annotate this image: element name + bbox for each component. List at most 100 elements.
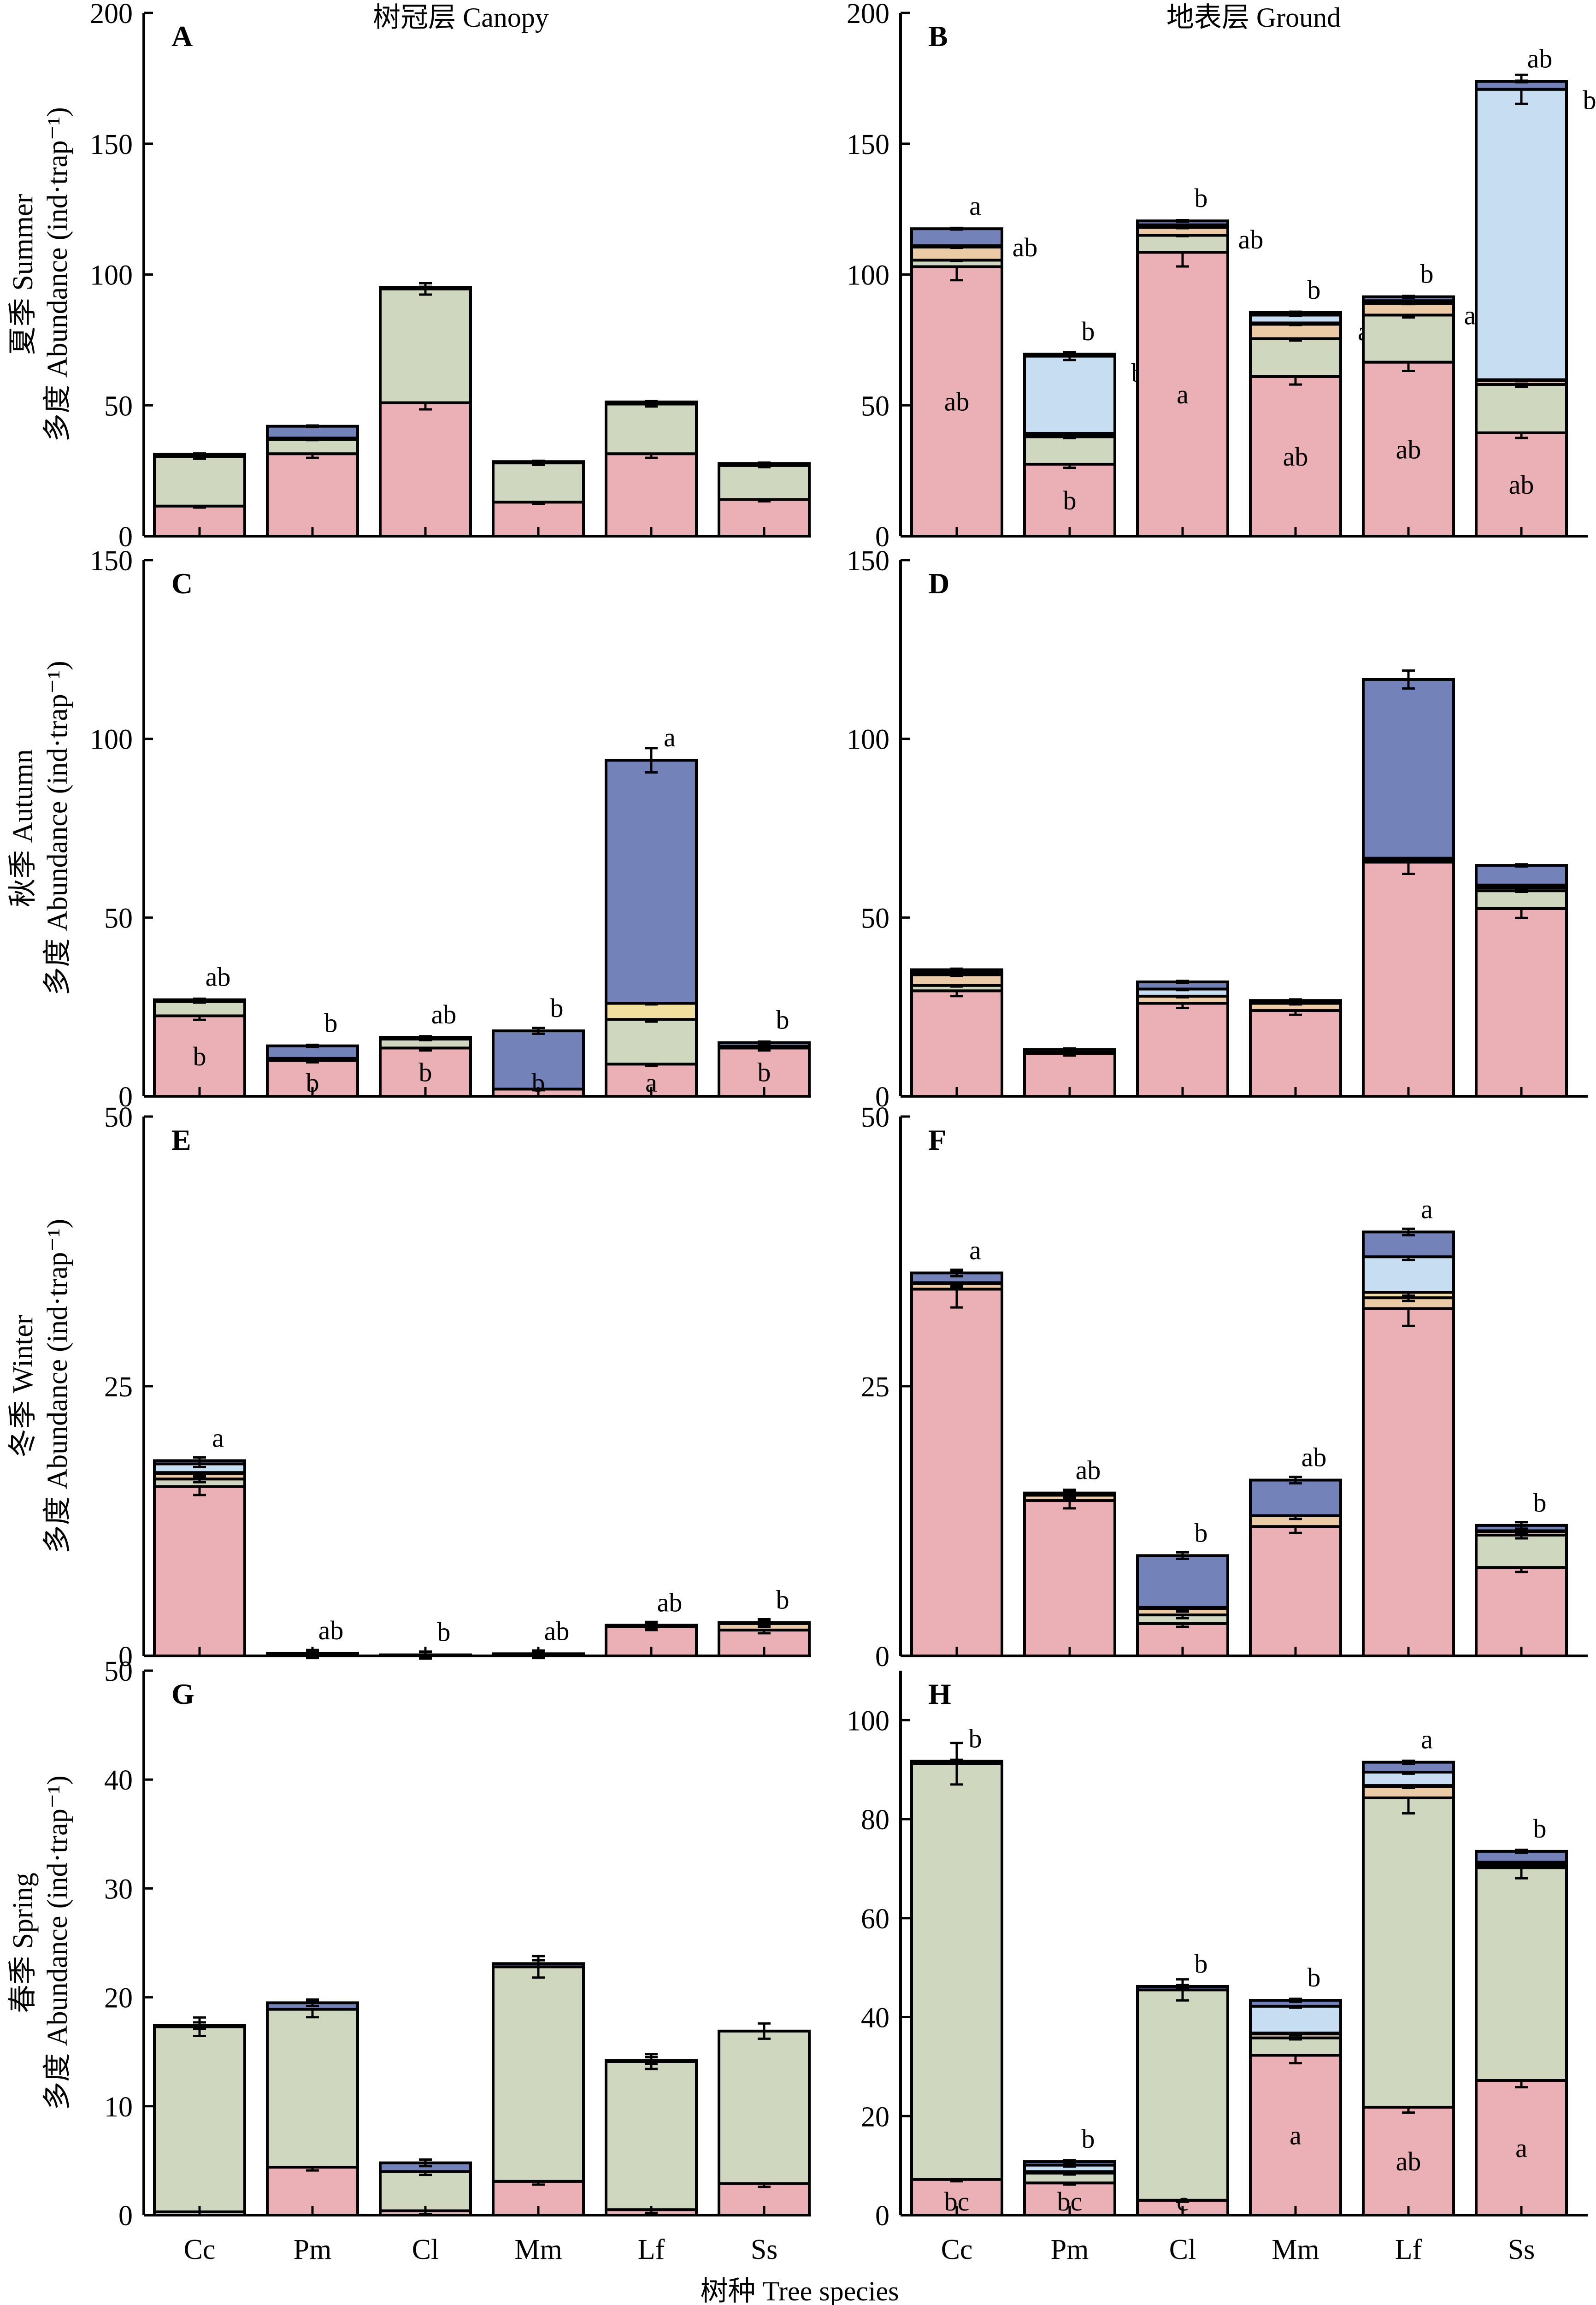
y-tick-label: 20	[861, 2101, 889, 2133]
y-tick-label: 0	[875, 1082, 889, 1113]
significance-label: b	[1533, 1488, 1547, 1518]
bar-segment-opp	[1475, 864, 1568, 887]
bar-stack-lf	[1362, 295, 1455, 538]
y-axis-season-label: 冬季 Winter	[7, 1315, 39, 1458]
bar-segment-c	[605, 1018, 698, 1066]
significance-label: a	[1421, 1194, 1433, 1224]
bar-segment-gm	[266, 452, 359, 538]
x-category-label: Cl	[1169, 2234, 1196, 2265]
x-category-label: Cc	[941, 2234, 973, 2265]
bar-segment-c	[1023, 435, 1116, 466]
significance-label: b	[1583, 85, 1596, 115]
bar-stack-cl	[379, 1035, 472, 1098]
x-category-label: Lf	[638, 2234, 665, 2265]
significance-label: bc	[944, 2187, 970, 2216]
significance-label: b	[1533, 1814, 1547, 1844]
bar-segment-c	[379, 2170, 472, 2212]
bar-segment-gm	[1023, 1499, 1116, 1658]
bar-segment-opp	[266, 425, 359, 440]
significance-label: b	[419, 1058, 432, 1087]
bar-segment-gm	[1249, 375, 1342, 538]
y-tick-label: 100	[90, 260, 133, 291]
y-tick-label: 200	[847, 0, 889, 30]
bar-segment-c	[1475, 889, 1568, 910]
column-title-ground: 地表层 Ground	[1166, 2, 1341, 33]
bar-stack-ss	[718, 461, 811, 538]
bar-segment-gm	[1362, 861, 1455, 1098]
significance-label: b	[324, 1008, 338, 1038]
x-category-label: Lf	[1395, 2234, 1422, 2265]
panel-letter: F	[928, 1123, 946, 1156]
bar-stack-pm	[266, 1998, 359, 2216]
y-tick-label: 25	[104, 1371, 133, 1403]
bar-stack-cc	[153, 997, 246, 1098]
significance-label: ab	[1509, 470, 1534, 500]
significance-label: ab	[1527, 44, 1553, 74]
bar-stack-cc	[153, 2016, 246, 2217]
bar-segment-gm	[910, 1288, 1003, 1657]
significance-label: ab	[1238, 225, 1264, 254]
significance-label: b	[437, 1617, 451, 1647]
bar-segment-c	[492, 1965, 585, 2183]
significance-label: b	[1195, 1949, 1208, 1979]
bar-segment-c	[1475, 1533, 1568, 1569]
bar-segment-gm	[1249, 2054, 1342, 2216]
y-tick-label: 100	[847, 1705, 889, 1737]
y-tick-label: 150	[90, 129, 133, 160]
bar-segment-c	[910, 1762, 1003, 2181]
bar-stack-ss	[1475, 1849, 1568, 2216]
significance-label: ab	[1302, 1442, 1327, 1472]
bar-stack-pm	[1023, 1489, 1116, 1658]
y-tick-label: 0	[118, 1641, 133, 1673]
y-axis-season-label: 夏季 Summer	[7, 194, 39, 355]
panel-b: 050100150200Baababbbbbababaabbabababbab	[847, 0, 1596, 553]
bar-segment-gm	[379, 401, 472, 538]
bar-segment-c	[379, 287, 472, 404]
bar-stack-cc	[910, 1742, 1003, 2217]
significance-label: ab	[318, 1615, 344, 1645]
significance-label: bc	[1057, 2187, 1083, 2216]
bar-segment-c	[1136, 234, 1229, 254]
bar-stack-ss	[1475, 73, 1568, 538]
bar-segment-cs	[1249, 2004, 1342, 2034]
y-axis-season-label: 秋季 Autumn	[7, 749, 39, 907]
y-axis-unit-label: 多度 Abundance (ind·trap⁻¹)	[42, 1775, 73, 2110]
y-tick-label: 40	[861, 2003, 889, 2034]
significance-label: b	[1195, 1518, 1208, 1548]
bar-stack-cl	[379, 282, 472, 538]
bar-segment-c	[266, 2008, 359, 2169]
significance-label: ab	[1076, 1455, 1101, 1485]
bar-segment-c	[153, 2025, 246, 2213]
bar-segment-opp	[1249, 1478, 1342, 1517]
x-category-label: Mm	[514, 2234, 562, 2265]
significance-label: b	[193, 1041, 206, 1071]
y-tick-label: 0	[118, 521, 133, 553]
bar-stack-ss	[718, 2022, 811, 2216]
significance-label: b	[1307, 275, 1321, 305]
bar-stack-lf	[1362, 1227, 1455, 1657]
bar-segment-gm	[153, 1485, 246, 1658]
y-tick-label: 200	[90, 0, 133, 30]
bar-segment-gm	[1249, 1009, 1342, 1098]
bar-stack-ss	[1475, 1521, 1568, 1658]
y-axis-unit-label: 多度 Abundance (ind·trap⁻¹)	[42, 107, 73, 442]
panel-a: 0 50 100 150 200 A 夏季 Summer 多度 Abundance (ind·…	[7, 0, 811, 553]
significance-label: ab	[1396, 2146, 1421, 2176]
y-axis-unit-label: 多度 Abundance (ind·trap⁻¹)	[42, 661, 73, 995]
bar-stack-lf	[1362, 669, 1455, 1098]
y-tick-label: 50	[861, 903, 889, 934]
bar-segment-gm	[1362, 361, 1455, 538]
bar-segment-opp	[605, 759, 698, 1005]
significance-label: b	[1063, 485, 1077, 515]
bar-segment-gm	[910, 265, 1003, 538]
significance-label: b	[550, 993, 564, 1023]
y-tick-label: 100	[90, 724, 133, 756]
bar-segment-sp	[910, 245, 1003, 262]
bar-segment-opp	[1362, 678, 1455, 860]
bar-segment-gm	[1136, 1002, 1229, 1098]
significance-label: b	[532, 1068, 545, 1098]
bar-segment-cs	[1362, 1255, 1455, 1294]
y-axis-season-label: 春季 Spring	[7, 1873, 39, 2013]
